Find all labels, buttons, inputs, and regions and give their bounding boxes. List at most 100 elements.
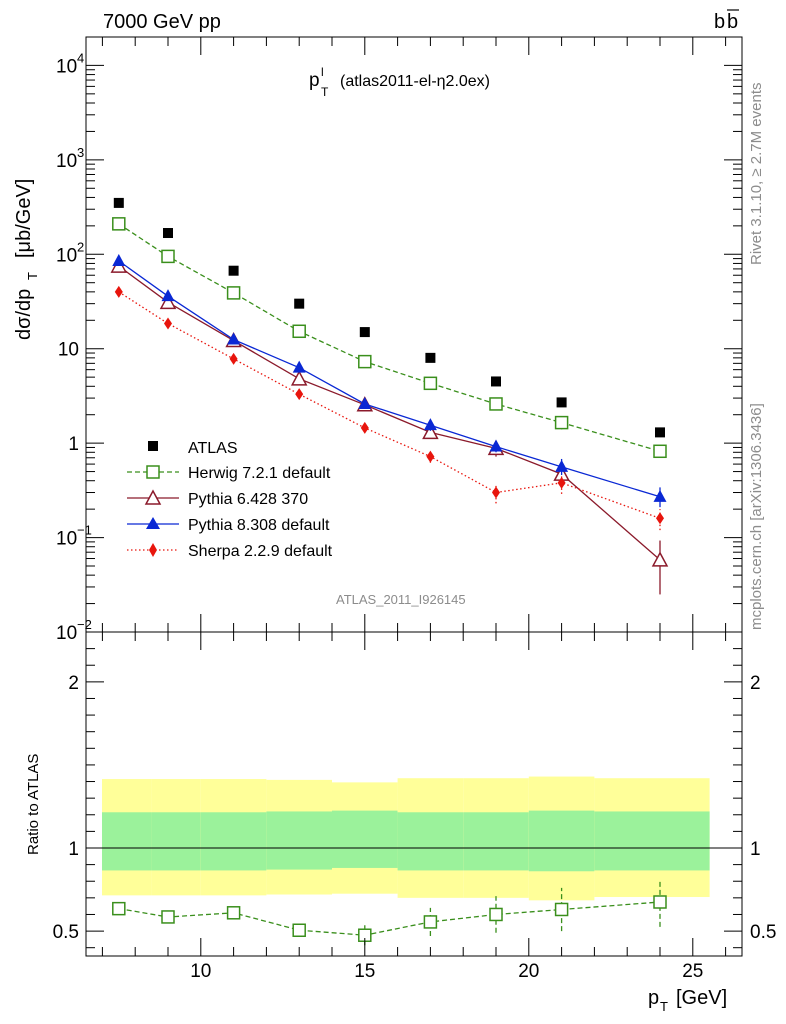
pythia6-point: [159, 293, 177, 310]
ratio-series-group: [112, 879, 667, 946]
svg-text:−2: −2: [77, 617, 92, 632]
ratio-y-tick-label: 1: [68, 839, 79, 860]
inner-band-segment: [528, 810, 595, 872]
svg-text:2: 2: [77, 239, 84, 254]
main-y-tick-label: 10 −2: [56, 617, 92, 644]
pythia8-point: [292, 360, 306, 373]
ratio-y-axis-label: Ratio to ATLAS: [25, 754, 42, 855]
herwig-ratio-point: [653, 895, 667, 909]
sherpa-point: [295, 388, 304, 401]
herwig-ratio-point: [489, 907, 503, 922]
x-tick-label: 10: [190, 961, 211, 982]
svg-text:10: 10: [58, 340, 79, 361]
svg-text:dσ/dp: dσ/dp: [13, 289, 35, 340]
legend-entry-herwig: Herwig 7.2.1 default: [127, 465, 331, 482]
herwig-point: [423, 376, 438, 391]
plot-title: p l T (atlas2011-el-η2.0ex): [309, 65, 490, 99]
ratio-y-tick-label: 0.5: [53, 922, 79, 943]
header-left-label: 7000 GeV pp: [103, 11, 221, 33]
ratio-y-tick-labels: 0.5 0.5 1 1 2 2: [53, 673, 777, 943]
sherpa-line: [118, 291, 661, 519]
inner-band-segment: [332, 810, 398, 868]
inner-band-segment: [151, 812, 201, 871]
pythia8-point: [489, 439, 503, 452]
pythia8-point: [112, 253, 126, 266]
svg-text:10: 10: [56, 245, 77, 266]
ratio-y-tick-label-right: 1: [750, 839, 761, 860]
x-tick-label: 25: [682, 961, 703, 982]
svg-text:p: p: [309, 70, 320, 91]
herwig-ratio-point: [554, 902, 569, 917]
svg-text:3: 3: [77, 145, 84, 160]
svg-text:Herwig 7.2.1 default: Herwig 7.2.1 default: [188, 465, 331, 482]
inner-band-segment: [397, 812, 464, 871]
svg-text:b: b: [727, 11, 738, 33]
herwig-point: [653, 444, 667, 459]
herwig-ratio-point: [161, 910, 175, 924]
inner-band-segment: [463, 812, 529, 871]
atlas-point: [228, 265, 239, 276]
svg-text:10: 10: [56, 623, 77, 644]
herwig-point: [358, 354, 372, 369]
pythia8-point: [653, 489, 667, 502]
herwig-point: [292, 324, 306, 339]
ratio-panel-frame: [85, 631, 743, 957]
legend-entry-sherpa: Sherpa 2.2.9 default: [127, 543, 333, 560]
svg-text:10: 10: [56, 56, 77, 77]
x-tick-label: 20: [518, 961, 539, 982]
atlas-point: [556, 397, 567, 408]
main-y-tick-label: 1: [68, 434, 79, 455]
herwig-point: [489, 397, 503, 411]
svg-text:T: T: [25, 272, 40, 280]
svg-text:4: 4: [77, 50, 84, 65]
herwig-point: [112, 217, 126, 231]
header-right-label: b b: [714, 9, 739, 33]
pythia6-point: [651, 551, 669, 567]
pythia6-line: [118, 265, 661, 561]
pythia8-point: [358, 396, 372, 409]
svg-text:l: l: [321, 65, 324, 79]
pythia8-point: [555, 459, 569, 472]
atlas-point: [425, 352, 436, 363]
legend: ATLAS Herwig 7.2.1 default Pythia 6.428 …: [127, 440, 333, 560]
svg-text:[μb/GeV]: [μb/GeV]: [13, 179, 35, 258]
sherpa-point: [492, 486, 500, 499]
pythia8-point: [227, 332, 241, 345]
ratio-y-tick-label-right: 0.5: [750, 922, 776, 943]
ratio-axis-ticks: [86, 632, 742, 956]
main-series-group: [110, 197, 669, 595]
sherpa-point: [426, 450, 435, 463]
atlas-point: [655, 427, 665, 438]
atlas-point: [359, 327, 370, 338]
main-y-axis-label: dσ/dp T [μb/GeV]: [13, 179, 40, 340]
analysis-watermark: ATLAS_2011_I926145: [336, 592, 466, 607]
svg-text:Pythia 8.308 default: Pythia 8.308 default: [188, 517, 330, 534]
pythia6-point: [290, 370, 308, 386]
sherpa-point: [164, 317, 172, 330]
svg-text:ATLAS: ATLAS: [188, 440, 238, 457]
svg-text:1: 1: [68, 434, 79, 455]
herwig-series: [112, 217, 667, 459]
herwig-ratio-point: [226, 906, 241, 920]
ratio-panel: 0.5 0.5 1 1 2 2 10 15 20 25 Ratio to ATLAS p T […: [25, 631, 777, 1014]
herwig-point: [554, 415, 569, 430]
sherpa-point: [656, 512, 664, 525]
main-y-tick-label: 10 4: [56, 50, 84, 77]
main-panel-frame: [85, 36, 743, 633]
atlas-point: [163, 228, 173, 239]
x-tick-labels: 10 15 20 25: [190, 961, 703, 982]
svg-text:Pythia 6.428 370: Pythia 6.428 370: [188, 491, 308, 508]
inner-band-segment: [200, 812, 267, 871]
x-axis-label: p T [GeV]: [648, 987, 727, 1014]
inner-band-segment: [102, 812, 152, 871]
sherpa-point: [114, 285, 123, 298]
atlas-point: [294, 298, 305, 309]
x-tick-label: 15: [354, 961, 375, 982]
svg-text:(atlas2011-el-η2.0ex): (atlas2011-el-η2.0ex): [340, 73, 490, 90]
herwig-ratio-point: [423, 915, 438, 929]
legend-entry-pythia8: Pythia 8.308 default: [127, 517, 330, 534]
herwig-ratio-point: [112, 901, 126, 916]
pythia8-point: [423, 418, 437, 431]
